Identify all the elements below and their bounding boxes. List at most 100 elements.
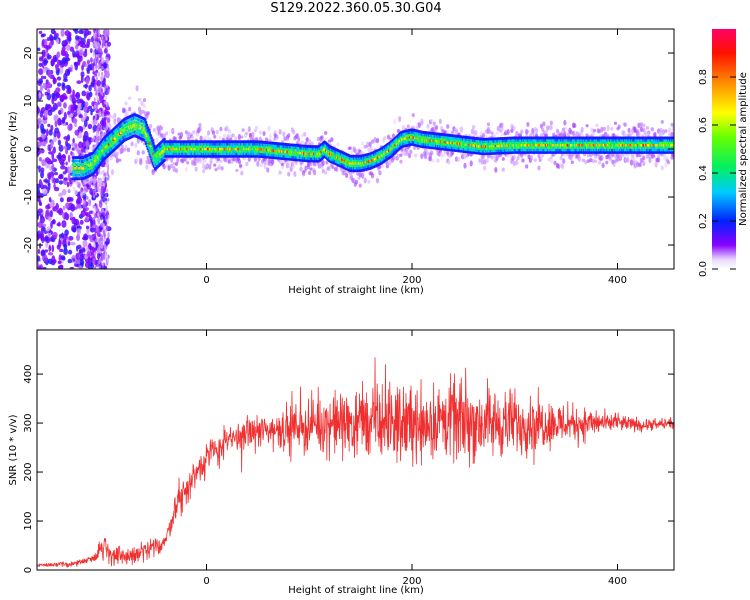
spectrogram-cell <box>41 249 46 256</box>
spectrogram-cell <box>105 193 108 199</box>
spectrogram-cell <box>76 98 82 104</box>
spectrogram-cell <box>62 205 66 211</box>
spectrogram-cell <box>292 129 296 135</box>
spectrogram-cell <box>74 93 80 98</box>
spectrogram-cell <box>125 109 129 116</box>
spectrogram-cell <box>145 159 149 165</box>
spectrogram-cell <box>47 69 52 78</box>
spectrogram-cell <box>287 159 291 166</box>
spectrogram-cell <box>87 123 93 130</box>
spectrogram-cell <box>142 98 147 102</box>
spectrogram-cell <box>99 60 102 68</box>
spectrogram-cell <box>38 242 42 249</box>
spectrogram-cell <box>253 128 258 133</box>
spectrogram-cell <box>206 130 211 136</box>
spectrogram-cell <box>41 226 44 230</box>
spectrogram-cell <box>144 120 148 124</box>
spectrogram-cell <box>84 112 88 118</box>
spectrogram-cell <box>65 121 69 126</box>
spectrogram-cell <box>61 211 65 219</box>
spectrogram-cell <box>71 94 76 99</box>
spectrogram-cell <box>95 182 98 188</box>
spectrogram-cell <box>57 265 61 269</box>
spectrogram-cell <box>361 172 365 179</box>
spectrogram-cell <box>77 58 81 66</box>
spectrogram-cell <box>98 237 101 244</box>
spectrogram-cell <box>40 75 45 80</box>
spectrogram-cell <box>120 144 124 151</box>
spectrogram-cell <box>76 80 82 85</box>
spectrogram-cell <box>50 106 56 112</box>
spectrogram-cell <box>149 133 152 137</box>
spectrogram-cell <box>98 38 101 42</box>
spectrogram-cell <box>47 252 54 256</box>
spectrogram-cell <box>671 125 674 133</box>
spectrogram-cell <box>83 178 87 185</box>
spectrogram-cell <box>58 144 64 152</box>
spectrogram-cell <box>41 49 46 58</box>
spectrogram-cell <box>94 251 97 256</box>
spectrogram-cell <box>77 125 84 134</box>
spectrogram-cell <box>331 165 335 170</box>
spectrogram-cell <box>85 140 90 149</box>
spectrogram-cell <box>115 151 119 156</box>
spectrogram-cell <box>95 172 99 177</box>
spectrogram-cell <box>336 142 340 147</box>
spectrogram-cell <box>262 131 266 137</box>
spectrogram-cell <box>605 160 609 165</box>
spectrogram-cell <box>642 123 646 128</box>
spectrogram-cell <box>84 119 88 128</box>
spectrogram-cell <box>472 124 476 130</box>
spectrogram-cell <box>66 44 71 51</box>
spectrogram-cell <box>105 70 110 79</box>
spectrogram-cell <box>268 133 272 140</box>
spectrogram-cell <box>526 122 530 127</box>
spectrogram-cell <box>398 116 402 123</box>
spectrogram-cell <box>42 254 48 263</box>
spectrogram-cell <box>72 186 76 192</box>
spectrogram-cell <box>105 200 108 205</box>
spectrogram-cell <box>100 125 103 132</box>
spectrogram-cell <box>59 197 64 203</box>
spectrogram-cell <box>520 129 524 135</box>
spectrogram-cell <box>94 259 98 266</box>
spectrogram-cell <box>55 64 59 72</box>
spectrogram-cell <box>56 223 61 227</box>
spectrogram-cell <box>104 243 107 250</box>
spectrogram-cell <box>67 249 73 255</box>
spectrogram-cell <box>193 156 197 163</box>
spectrogram-cell <box>245 161 249 167</box>
spectrogram-cell <box>98 259 101 264</box>
spectrogram-cell <box>92 210 95 217</box>
spectrogram-cell <box>37 248 41 255</box>
spectrogram-cell <box>652 154 656 158</box>
spectrogram-cell <box>84 101 89 108</box>
spectrogram-cell <box>103 127 107 131</box>
spectrogram-cell <box>324 170 328 175</box>
spectrogram-cell <box>65 202 70 209</box>
spectrogram-cell <box>93 85 96 92</box>
spectrogram-cell <box>94 58 97 64</box>
spectrogram-cell <box>97 63 100 71</box>
spectrogram-cell <box>81 236 87 241</box>
spectrogram-cell <box>43 110 48 118</box>
spectrogram-cell <box>224 157 228 163</box>
spectrogram-cell <box>70 203 76 212</box>
spectrogram-cell <box>208 163 212 170</box>
spectrogram-cell <box>78 29 84 35</box>
spectrogram-cell <box>98 265 101 269</box>
spectrogram-cell <box>76 203 82 209</box>
spectrogram-cell <box>45 204 51 210</box>
spectrogram-cell <box>534 128 539 134</box>
spectrogram-cell <box>104 200 107 205</box>
spectrogram-cell <box>94 231 97 237</box>
spectrogram-cell <box>335 166 339 172</box>
spectrogram-cell <box>104 95 107 101</box>
spectrogram-cell <box>321 168 325 174</box>
spectrogram-cell <box>60 29 65 37</box>
spectrogram-cell <box>632 156 636 161</box>
spectrogram-cell <box>102 57 105 61</box>
spectrogram-cell <box>248 133 253 138</box>
spectrogram-cell <box>99 133 103 139</box>
spectrogram-cell <box>647 130 651 135</box>
